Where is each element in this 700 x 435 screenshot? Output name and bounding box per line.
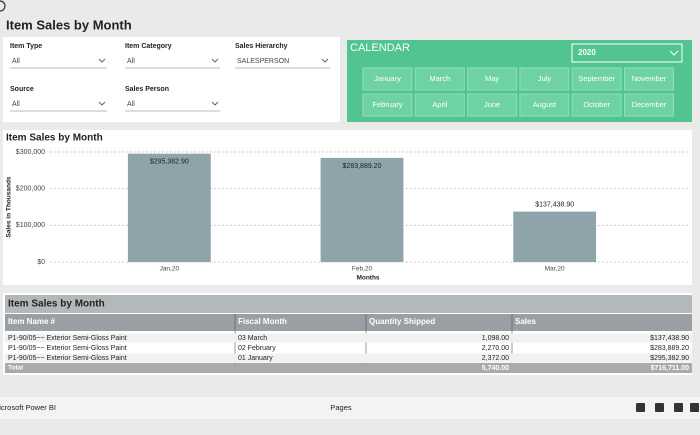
table-cell: 2,372.00 xyxy=(482,355,509,362)
total-sales: $716,711.00 xyxy=(650,365,689,372)
month-label: March xyxy=(429,74,450,83)
table-cell: 02 February xyxy=(238,345,276,352)
share-icon[interactable] xyxy=(674,403,683,412)
filter-value: All xyxy=(127,101,135,108)
share-icon[interactable] xyxy=(690,403,699,412)
month-label: December xyxy=(632,100,667,109)
bar xyxy=(513,211,597,262)
month-button[interactable] xyxy=(624,93,674,117)
month-label: July xyxy=(538,74,552,83)
row-band xyxy=(5,333,692,343)
share-icon[interactable] xyxy=(655,403,664,412)
table-cell: 2,270.00 xyxy=(482,345,509,352)
dropdown-chevron[interactable] xyxy=(98,101,106,106)
table-cell: 03 March xyxy=(238,335,267,342)
month-label: February xyxy=(372,100,402,109)
footer-bar xyxy=(0,397,700,419)
filter-panel xyxy=(3,37,340,122)
data-label: $137,438.90 xyxy=(535,201,574,208)
table-cell: P1-90/05~~ Exterior Semi-Gloss Paint xyxy=(8,335,127,342)
bar xyxy=(127,153,211,262)
month-label: October xyxy=(583,100,610,109)
filter-label: Sales Hierarchy xyxy=(235,43,288,50)
month-button[interactable] xyxy=(414,67,465,91)
month-button[interactable] xyxy=(519,93,570,117)
filter-label: Item Category xyxy=(125,43,172,50)
month-button[interactable] xyxy=(362,93,413,117)
y-tick-label: $100,000 xyxy=(16,222,45,229)
dropdown-chevron[interactable] xyxy=(211,101,219,106)
filter-value: SALESPERSON xyxy=(237,58,289,65)
table-cell: P1-90/05~~ Exterior Semi-Gloss Paint xyxy=(8,355,127,362)
footer-pages[interactable]: Pages xyxy=(330,403,352,412)
year-value: 2020 xyxy=(578,48,596,57)
column-header: Fiscal Month xyxy=(238,317,287,326)
y-tick-label: $200,000 xyxy=(16,186,45,193)
month-button[interactable] xyxy=(414,93,465,117)
month-button[interactable] xyxy=(571,93,622,117)
month-label: June xyxy=(484,100,500,109)
month-label: August xyxy=(533,100,557,109)
total-quantity: 5,740.00 xyxy=(482,365,509,372)
dropdown-chevron xyxy=(669,50,679,56)
x-tick-label: Jan,20 xyxy=(160,266,180,273)
table-header-row xyxy=(5,314,692,331)
filter-label: Source xyxy=(10,86,34,93)
page-title: Item Sales by Month xyxy=(6,17,132,32)
footer-brand: Microsoft Power BI xyxy=(0,403,56,412)
month-button[interactable] xyxy=(362,67,413,91)
column-header: Sales xyxy=(515,317,536,326)
filter-label: Item Type xyxy=(10,43,42,50)
filter-value: All xyxy=(12,58,20,65)
data-label: $295,382.90 xyxy=(150,159,189,166)
table-cell: $283,889.20 xyxy=(650,345,689,352)
month-label: May xyxy=(485,74,499,83)
dropdown-chevron[interactable] xyxy=(98,58,106,63)
month-button[interactable] xyxy=(571,67,622,91)
month-label: January xyxy=(374,74,401,83)
app-icon xyxy=(0,0,6,12)
month-label: April xyxy=(432,100,447,109)
chart-title: Item Sales by Month xyxy=(6,133,103,144)
total-label: Total xyxy=(8,365,23,372)
table-title: Item Sales by Month xyxy=(8,299,105,310)
year-dropdown[interactable] xyxy=(571,43,683,63)
y-tick-label: $0 xyxy=(37,259,45,266)
month-label: September xyxy=(578,74,615,83)
filter-label: Sales Person xyxy=(125,86,169,93)
sort-indicator xyxy=(514,330,520,334)
table-cell: $137,438.90 xyxy=(650,335,689,342)
month-button[interactable] xyxy=(519,67,570,91)
month-button[interactable] xyxy=(467,93,518,117)
row-band xyxy=(5,353,692,363)
filter-value: All xyxy=(12,101,20,108)
table-cell: 01 January xyxy=(238,355,273,362)
column-header: Item Name # xyxy=(8,317,56,326)
total-row xyxy=(5,363,692,373)
data-label: $283,889.20 xyxy=(343,163,382,170)
month-label: November xyxy=(632,74,667,83)
table-cell: $295,382.90 xyxy=(650,355,689,362)
month-button[interactable] xyxy=(467,67,518,91)
dropdown-chevron[interactable] xyxy=(211,58,219,63)
share-icon[interactable] xyxy=(636,403,645,412)
dropdown-chevron[interactable] xyxy=(321,58,329,63)
y-axis-title: Sales in Thousands xyxy=(6,176,13,237)
bar xyxy=(320,157,404,262)
table-title-bar xyxy=(5,295,692,313)
x-tick-label: Mar,20 xyxy=(545,266,565,273)
x-axis-title: Months xyxy=(356,275,379,282)
calendar-title: CALENDAR xyxy=(350,42,410,54)
table-cell: P1-90/05~~ Exterior Semi-Gloss Paint xyxy=(8,345,127,352)
x-tick-label: Feb,20 xyxy=(352,266,373,273)
table-cell: 1,098.00 xyxy=(482,335,509,342)
y-tick-label: $300,000 xyxy=(16,149,45,156)
filter-value: All xyxy=(127,58,135,65)
column-header: Quantity Shipped xyxy=(369,317,435,326)
month-button[interactable] xyxy=(624,67,674,91)
